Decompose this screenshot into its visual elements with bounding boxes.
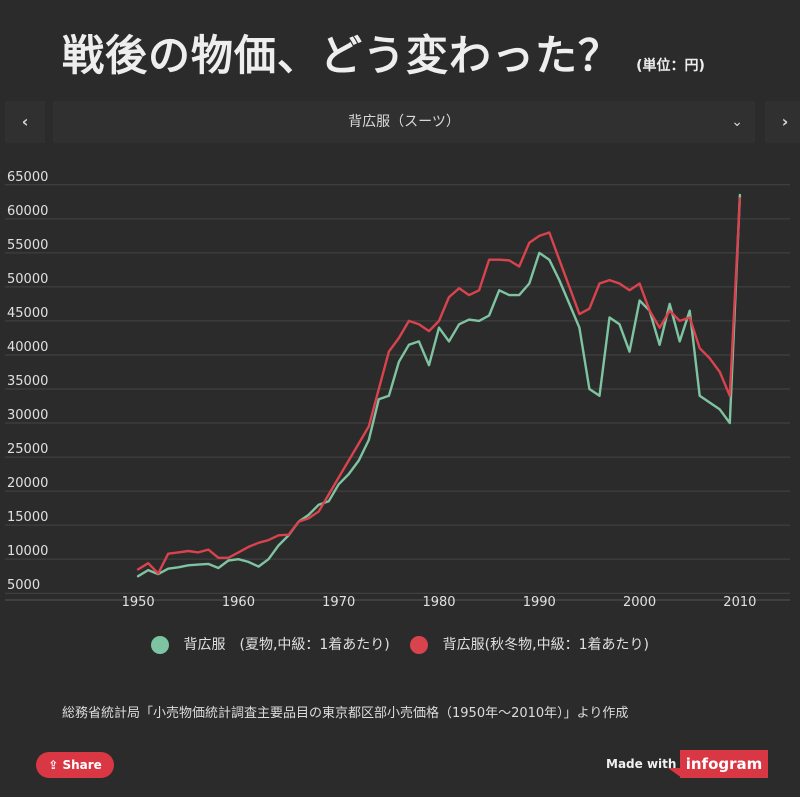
- chevron-left-icon: ‹: [21, 112, 29, 131]
- y-tick-label-15000: 15000: [7, 510, 48, 525]
- unit-label: (単位：円): [636, 58, 705, 74]
- legend-label-summer: 背広服 (夏物,中級：1着あたり): [183, 637, 390, 653]
- dropdown-selected-value: 背広服（スーツ）: [348, 114, 460, 130]
- series-line-0[interactable]: [136, 193, 742, 578]
- chart-legend: 背広服 (夏物,中級：1着あたり) 背広服(秋冬物,中級：1着あたり): [0, 634, 800, 654]
- next-chart-button[interactable]: ›: [765, 101, 800, 143]
- x-tick-label-2000: 2000: [623, 595, 656, 610]
- x-tick-label-1960: 1960: [222, 595, 255, 610]
- infogram-logo[interactable]: infogram: [680, 750, 768, 778]
- legend-dot-summer: [151, 636, 170, 654]
- x-tick-label-1990: 1990: [523, 595, 556, 610]
- y-tick-label-45000: 45000: [7, 306, 48, 321]
- infogram-logo-tail: [668, 768, 682, 778]
- legend-dot-winter: [410, 636, 429, 654]
- made-with-label: Made with: [606, 757, 677, 771]
- grid-lines: [5, 184, 790, 601]
- legend-item-winter[interactable]: 背広服(秋冬物,中級：1着あたり): [410, 634, 649, 654]
- y-tick-label-40000: 40000: [7, 340, 48, 355]
- x-tick-label-2010: 2010: [723, 595, 756, 610]
- y-tick-label-65000: 65000: [7, 170, 48, 185]
- line-chart: 5000 10000 15000 20000 25000 30000 35000 40000 4…: [5, 170, 790, 610]
- x-tick-label-1980: 1980: [422, 595, 455, 610]
- y-tick-label-55000: 55000: [7, 238, 48, 253]
- chart-header: 戦後の物価、どう変わった？ (単位：円): [62, 22, 705, 83]
- x-tick-label-1970: 1970: [322, 595, 355, 610]
- x-tick-label-1950: 1950: [122, 595, 155, 610]
- share-label: Share: [62, 758, 102, 772]
- chart-dropdown[interactable]: 背広服（スーツ） ⌄: [53, 101, 755, 143]
- y-tick-label-35000: 35000: [7, 374, 48, 389]
- y-tick-label-50000: 50000: [7, 272, 48, 287]
- source-note: 総務省統計局「小売物価統計調査主要品目の東京都区部小売価格（1950年～2010…: [62, 706, 629, 721]
- previous-chart-button[interactable]: ‹: [5, 101, 45, 143]
- chevron-right-icon: ›: [781, 112, 789, 131]
- y-tick-label-25000: 25000: [7, 442, 48, 457]
- page-title: 戦後の物価、どう変わった？: [62, 31, 622, 80]
- y-tick-label-20000: 20000: [7, 476, 48, 491]
- share-button[interactable]: ⇪ Share: [36, 752, 114, 778]
- series-line-1[interactable]: [136, 197, 742, 575]
- y-tick-label-5000: 5000: [7, 578, 40, 593]
- x-axis-ticks: 1950 1960 1970 1980 1990 2000 2010: [122, 595, 757, 610]
- legend-label-winter: 背広服(秋冬物,中級：1着あたり): [442, 637, 649, 653]
- y-tick-label-60000: 60000: [7, 204, 48, 219]
- y-tick-label-30000: 30000: [7, 408, 48, 423]
- chevron-down-icon: ⌄: [731, 114, 743, 130]
- share-icon: ⇪: [48, 758, 63, 772]
- y-axis-ticks: 5000 10000 15000 20000 25000 30000 35000 40000 4…: [7, 170, 48, 593]
- chart-selector: ‹ 背広服（スーツ） ⌄ ›: [0, 101, 800, 143]
- legend-item-summer[interactable]: 背広服 (夏物,中級：1着あたり): [151, 634, 390, 654]
- y-tick-label-10000: 10000: [7, 544, 48, 559]
- series-lines: [136, 193, 742, 578]
